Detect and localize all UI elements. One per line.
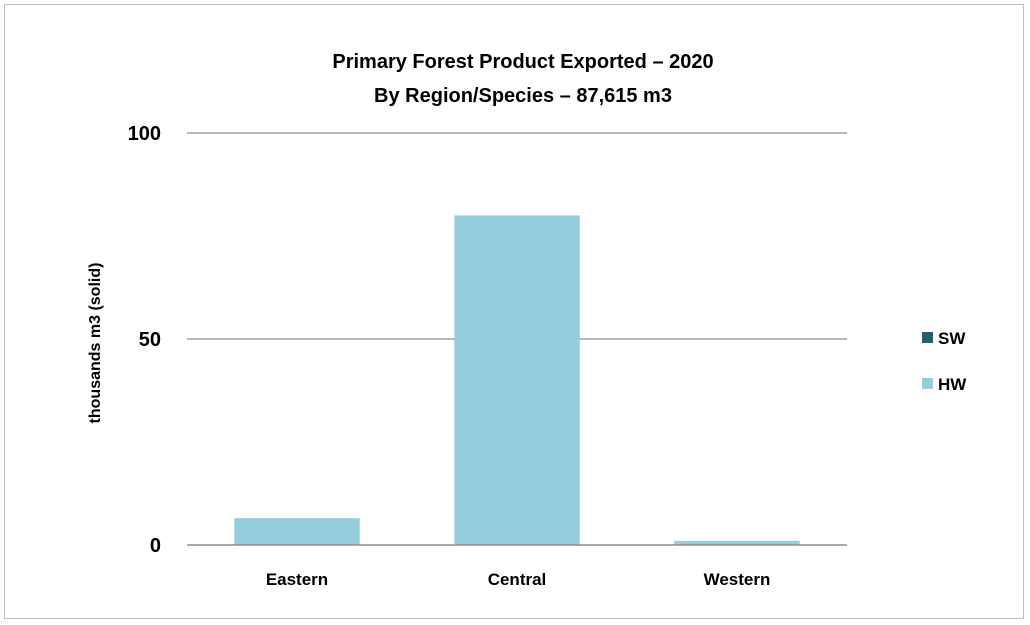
x-tick-label: Western: [704, 570, 771, 589]
y-tick-label: 50: [139, 329, 161, 351]
legend-swatch-sw: [922, 332, 933, 343]
bar-hw-central: [454, 215, 579, 545]
legend: SW HW: [922, 329, 967, 394]
chart-frame: Primary Forest Product Exported – 2020 B…: [4, 4, 1024, 619]
y-tick-label: 100: [128, 123, 161, 145]
bars: [234, 215, 799, 545]
chart: Primary Forest Product Exported – 2020 B…: [5, 5, 1025, 620]
bar-hw-eastern: [234, 518, 359, 545]
legend-label: SW: [938, 329, 966, 348]
chart-subtitle: By Region/Species – 87,615 m3: [374, 85, 672, 107]
chart-title: Primary Forest Product Exported – 2020: [332, 51, 713, 73]
x-tick-label: Central: [488, 570, 547, 589]
y-tick-label: 0: [150, 535, 161, 557]
x-tick-label: Eastern: [266, 570, 328, 589]
legend-label: HW: [938, 375, 967, 394]
legend-swatch-hw: [922, 378, 933, 389]
y-axis-label: thousands m3 (solid): [87, 263, 104, 424]
